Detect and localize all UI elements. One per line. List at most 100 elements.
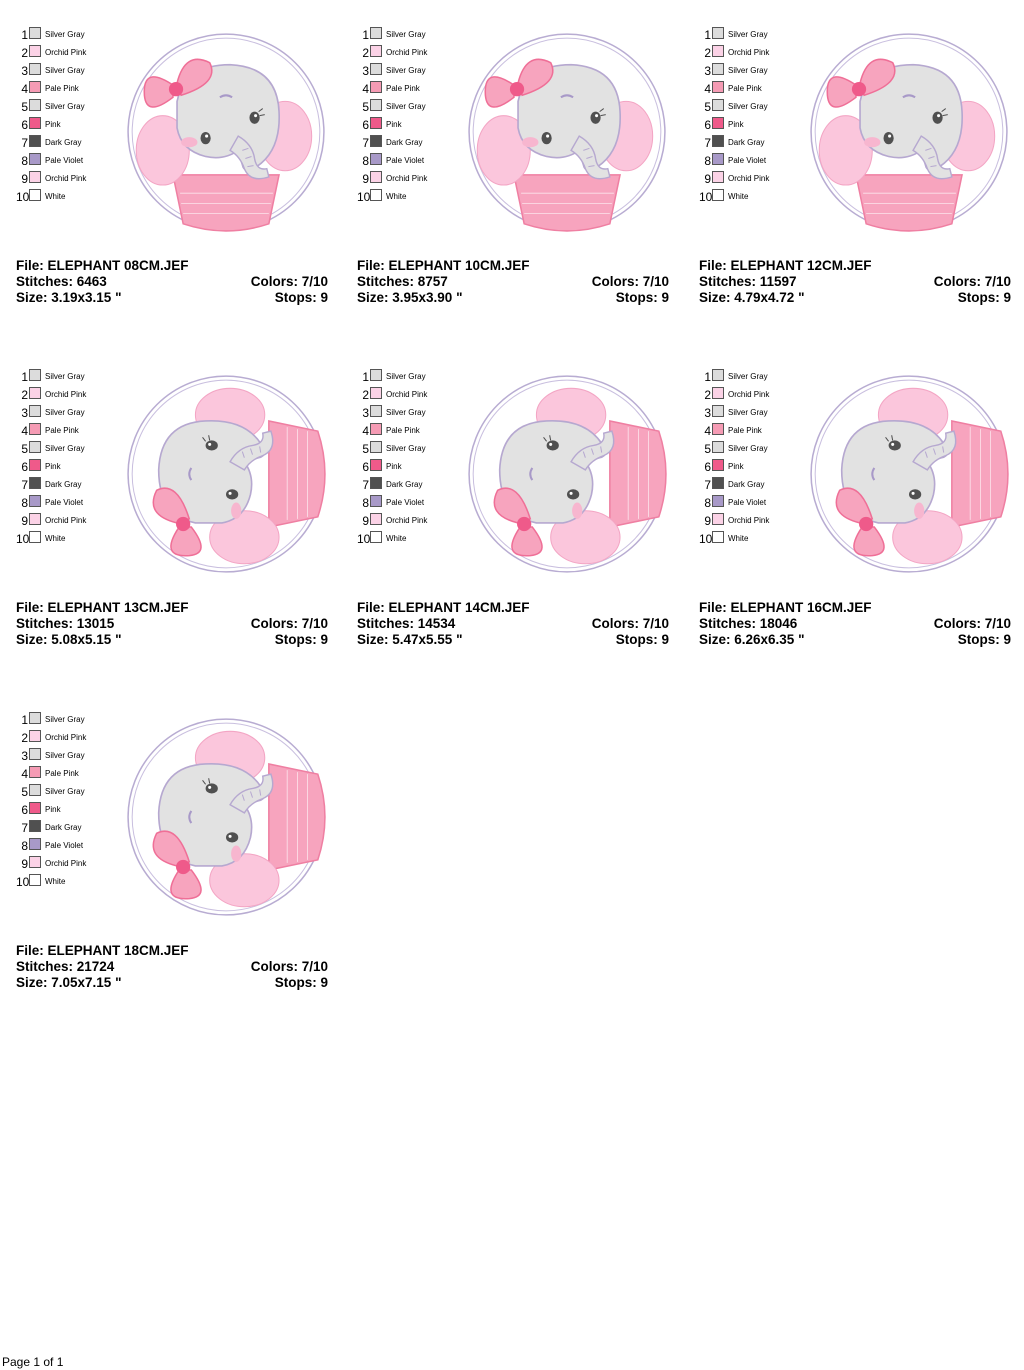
color-swatch [370, 513, 382, 525]
color-swatch [370, 99, 382, 111]
legend-row: 8 Pale Violet [16, 837, 126, 855]
thread-color-name: White [386, 534, 407, 543]
color-swatch [712, 117, 724, 129]
design-info: File: ELEPHANT 08CM.JEF Stitches: 6463 C… [16, 258, 328, 306]
color-swatch [29, 495, 41, 507]
bow-knot [859, 516, 874, 532]
color-swatch [712, 495, 724, 507]
stitch-count: Stitches: 11597 [699, 274, 797, 289]
legend-number: 4 [362, 82, 369, 96]
thread-color-name: Dark Gray [45, 480, 82, 489]
elephant-artwork [810, 33, 1008, 232]
bow-left [170, 526, 202, 557]
thread-color-name: Silver Gray [728, 30, 768, 39]
elephant-artwork [127, 375, 326, 573]
thread-color-name: Pale Violet [386, 498, 425, 507]
thread-color-name: Dark Gray [386, 480, 423, 489]
left-ear [209, 510, 280, 565]
legend-number: 7 [21, 821, 28, 835]
color-legend: 1 Silver Gray 2 Orchid Pink 3 Silver Gray 4 Pal… [16, 26, 126, 206]
legend-row: 2 Orchid Pink [357, 386, 467, 404]
legend-row: 6 Pink [16, 458, 126, 476]
trunk-lines [241, 446, 262, 458]
bow-left [143, 76, 174, 108]
thread-color-name: White [45, 192, 66, 201]
dress [268, 420, 326, 528]
legend-row: 5 Silver Gray [16, 783, 126, 801]
color-swatch [712, 531, 724, 543]
legend-number: 1 [704, 28, 711, 42]
legend-number: 3 [21, 749, 28, 763]
file-name: File: ELEPHANT 08CM.JEF [16, 258, 189, 273]
color-swatch [370, 171, 382, 183]
legend-number: 8 [362, 496, 369, 510]
color-swatch [29, 766, 41, 778]
color-swatch [29, 27, 41, 39]
right-eye [205, 783, 218, 794]
legend-number: 7 [704, 478, 711, 492]
legend-number: 9 [21, 514, 28, 528]
legend-number: 9 [21, 172, 28, 186]
dress [609, 420, 667, 528]
color-swatch [29, 171, 41, 183]
color-swatch [29, 441, 41, 453]
thread-color-name: Pink [45, 805, 61, 814]
legend-row: 5 Silver Gray [699, 440, 809, 458]
color-swatch [29, 423, 41, 435]
bow-knot [851, 82, 867, 97]
thread-color-name: Silver Gray [386, 444, 426, 453]
file-name: File: ELEPHANT 13CM.JEF [16, 600, 189, 615]
color-swatch [370, 81, 382, 93]
lashes [258, 108, 265, 117]
legend-row: 5 Silver Gray [357, 440, 467, 458]
legend-row: 10 White [16, 873, 126, 891]
page-number: Page 1 of 1 [2, 1355, 64, 1369]
legend-number: 6 [21, 460, 28, 474]
thread-color-name: Pale Pink [45, 426, 79, 435]
legend-number: 6 [362, 460, 369, 474]
color-swatch [29, 838, 41, 850]
thread-color-name: White [45, 877, 66, 886]
trunk-lines [241, 789, 262, 801]
thread-color-name: Pink [728, 462, 744, 471]
color-swatch [29, 784, 41, 796]
legend-number: 5 [362, 442, 369, 456]
trunk-lines [925, 147, 937, 168]
legend-row: 5 Silver Gray [16, 440, 126, 458]
left-ear [550, 510, 621, 565]
legend-row: 1 Silver Gray [699, 368, 809, 386]
left-eye [541, 132, 552, 145]
color-count: Colors: 7/10 [250, 959, 328, 974]
dress-stripes [286, 427, 309, 520]
dress-stripes [286, 770, 309, 863]
bow-knot [176, 859, 191, 875]
bow-right [859, 58, 896, 97]
color-legend: 1 Silver Gray 2 Orchid Pink 3 Silver Gray 4 Pal… [357, 368, 467, 548]
color-swatch [370, 369, 382, 381]
legend-number: 4 [704, 82, 711, 96]
legend-number: 5 [21, 785, 28, 799]
color-swatch [712, 459, 724, 471]
eyebrow [902, 94, 916, 99]
legend-number: 6 [704, 118, 711, 132]
right-eye [249, 111, 260, 124]
thread-color-name: Silver Gray [728, 444, 768, 453]
eyebrow [529, 467, 534, 481]
legend-number: 4 [21, 767, 28, 781]
legend-number: 7 [362, 478, 369, 492]
color-swatch [712, 189, 724, 201]
legend-number: 3 [21, 64, 28, 78]
thread-color-name: Pale Violet [45, 841, 84, 850]
legend-number: 1 [362, 370, 369, 384]
thread-color-name: Silver Gray [728, 102, 768, 111]
legend-number: 3 [21, 406, 28, 420]
bow-knot [509, 82, 525, 97]
dress-stripes [863, 192, 956, 215]
legend-row: 9 Orchid Pink [16, 855, 126, 873]
thread-color-name: Dark Gray [45, 823, 82, 832]
left-ear [818, 115, 873, 186]
left-ear [135, 115, 190, 186]
dress [855, 174, 963, 232]
legend-number: 6 [21, 118, 28, 132]
thread-color-name: Orchid Pink [45, 48, 87, 57]
